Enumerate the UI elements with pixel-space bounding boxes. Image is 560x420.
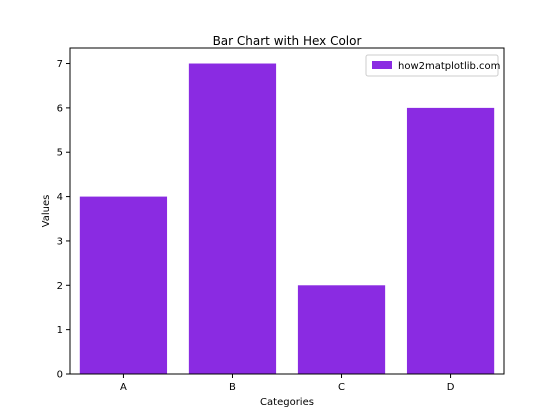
bars-group bbox=[79, 63, 495, 375]
y-axis-ticks: 0 1 2 3 4 5 6 7 bbox=[57, 59, 70, 381]
x-tick-label-B: B bbox=[229, 382, 236, 393]
y-tick-label-2: 2 bbox=[57, 281, 63, 292]
y-tick-label-7: 7 bbox=[57, 59, 63, 70]
legend-swatch bbox=[372, 61, 392, 69]
x-tick-label-D: D bbox=[447, 382, 455, 393]
y-axis-label: Values bbox=[41, 195, 52, 228]
legend: how2matplotlib.com bbox=[365, 54, 500, 77]
bar-B bbox=[188, 63, 277, 375]
y-tick-label-0: 0 bbox=[57, 370, 63, 381]
legend-box bbox=[365, 54, 499, 77]
x-axis-ticks: A B C D bbox=[120, 374, 455, 393]
bar-A bbox=[79, 196, 168, 374]
y-tick-label-5: 5 bbox=[57, 148, 63, 159]
chart-title: Bar Chart with Hex Color bbox=[213, 34, 362, 48]
x-tick-label-C: C bbox=[338, 382, 345, 393]
bar-C bbox=[297, 285, 386, 374]
bar-D bbox=[406, 107, 495, 374]
y-tick-label-6: 6 bbox=[57, 103, 63, 114]
plot-frame bbox=[69, 47, 505, 375]
y-tick-label-4: 4 bbox=[57, 192, 63, 203]
y-tick-label-1: 1 bbox=[57, 325, 63, 336]
y-tick-label-3: 3 bbox=[57, 236, 63, 247]
x-tick-label-A: A bbox=[120, 382, 127, 393]
x-axis-label: Categories bbox=[260, 397, 314, 408]
legend-label: how2matplotlib.com bbox=[398, 61, 500, 72]
